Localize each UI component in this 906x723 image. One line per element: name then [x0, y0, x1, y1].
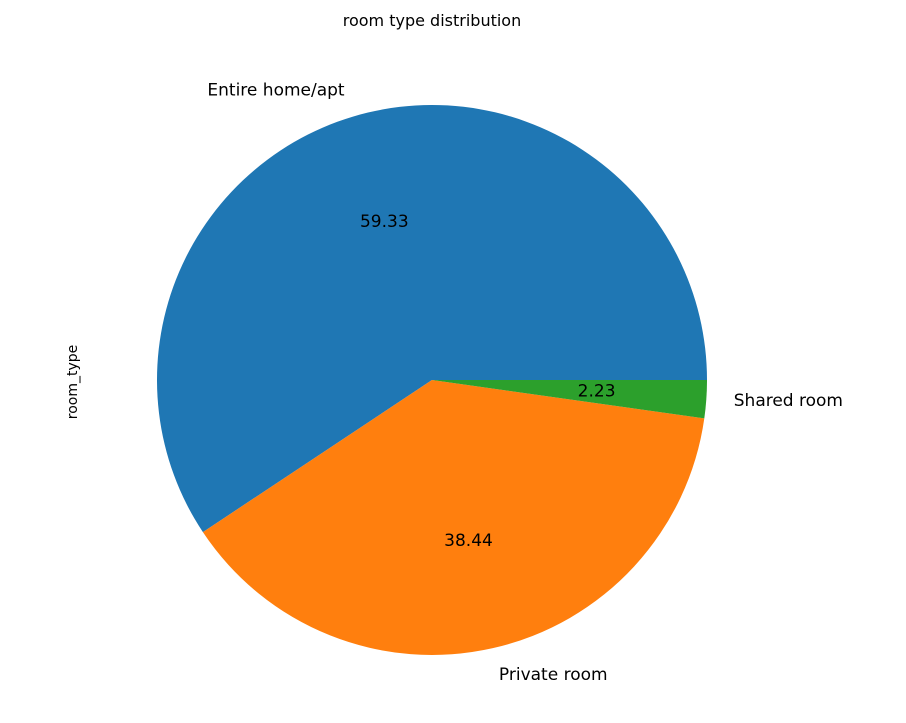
- pie-slice-private-room: [202, 380, 705, 655]
- slice-label-private-room: Private room: [499, 665, 608, 685]
- pie-slice-shared-room: [432, 380, 707, 419]
- pct-label-private-room: 38.44: [444, 531, 493, 551]
- chart-title: room type distribution: [343, 11, 521, 30]
- pie-slice-entire-home-apt: [156, 104, 707, 533]
- y-axis-label: room_type: [65, 345, 81, 420]
- slice-label-shared-room: Shared room: [734, 391, 843, 411]
- pie-slices: [156, 104, 707, 655]
- pct-label-shared-room: 2.23: [578, 382, 616, 402]
- pie-labels: 59.33 Entire home/apt 38.44 Private room 2.2…: [207, 80, 843, 685]
- pct-label-entire-home-apt: 59.33: [360, 212, 409, 232]
- slice-label-entire-home-apt: Entire home/apt: [207, 80, 345, 100]
